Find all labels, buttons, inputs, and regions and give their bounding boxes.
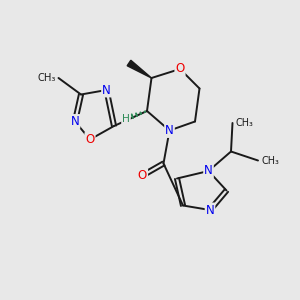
Polygon shape <box>127 60 152 78</box>
Text: H: H <box>122 113 130 124</box>
Text: N: N <box>70 115 80 128</box>
Text: O: O <box>176 62 184 76</box>
Text: N: N <box>206 203 214 217</box>
Text: CH₃: CH₃ <box>37 73 56 83</box>
Text: N: N <box>204 164 213 178</box>
Text: N: N <box>102 83 111 97</box>
Text: CH₃: CH₃ <box>236 118 253 128</box>
Text: O: O <box>138 169 147 182</box>
Text: O: O <box>85 133 94 146</box>
Text: N: N <box>165 124 174 137</box>
Text: CH₃: CH₃ <box>261 155 279 166</box>
